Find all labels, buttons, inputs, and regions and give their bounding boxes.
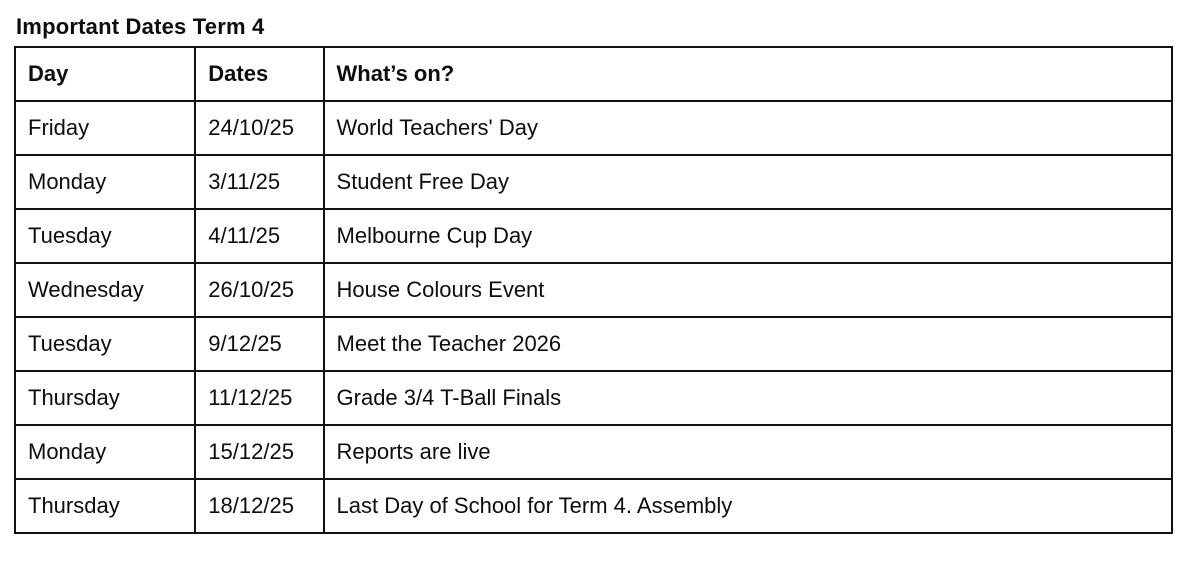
table-body: Friday 24/10/25 World Teachers' Day Monday 3… [13, 100, 1174, 534]
table-row: Thursday 18/12/25 Last Day of School for T… [13, 478, 1174, 534]
whats-on-cell: House Colours Event [322, 262, 1174, 318]
table-row: Tuesday 4/11/25 Melbourne Cup Day [13, 208, 1174, 264]
table-row: Monday 3/11/25 Student Free Day [13, 154, 1174, 210]
day-cell: Friday [13, 100, 197, 156]
table-row: Wednesday 26/10/25 House Colours Event [13, 262, 1174, 318]
whats-on-cell: Last Day of School for Term 4. Assembly [322, 478, 1174, 534]
dates-cell: 9/12/25 [194, 316, 325, 372]
page-title: Important Dates Term 4 [16, 14, 265, 39]
table-row: Tuesday 9/12/25 Meet the Teacher 2026 [13, 316, 1174, 372]
header-dates: Dates [194, 46, 325, 102]
day-cell: Tuesday [13, 208, 197, 264]
day-cell: Thursday [13, 478, 197, 534]
important-dates-table: Day Dates What’s on? Friday 24/10/25 World… [13, 46, 1174, 534]
dates-cell: 3/11/25 [194, 154, 325, 210]
table-row: Thursday 11/12/25 Grade 3/4 T-Ball Finals [13, 370, 1174, 426]
day-cell: Monday [13, 424, 197, 480]
day-cell: Thursday [13, 370, 197, 426]
header-whats-on: What’s on? [322, 46, 1174, 102]
table-header-row: Day Dates What’s on? [13, 46, 1174, 102]
whats-on-cell: Reports are live [322, 424, 1174, 480]
table-row: Monday 15/12/25 Reports are live [13, 424, 1174, 480]
table-row: Friday 24/10/25 World Teachers' Day [13, 100, 1174, 156]
day-cell: Wednesday [13, 262, 197, 318]
day-cell: Monday [13, 154, 197, 210]
dates-cell: 15/12/25 [194, 424, 325, 480]
dates-cell: 4/11/25 [194, 208, 325, 264]
dates-cell: 18/12/25 [194, 478, 325, 534]
day-cell: Tuesday [13, 316, 197, 372]
whats-on-cell: Grade 3/4 T-Ball Finals [322, 370, 1174, 426]
whats-on-cell: Student Free Day [322, 154, 1174, 210]
whats-on-cell: Meet the Teacher 2026 [322, 316, 1174, 372]
header-day: Day [13, 46, 197, 102]
whats-on-cell: World Teachers' Day [322, 100, 1174, 156]
dates-cell: 24/10/25 [194, 100, 325, 156]
whats-on-cell: Melbourne Cup Day [322, 208, 1174, 264]
dates-cell: 26/10/25 [194, 262, 325, 318]
dates-cell: 11/12/25 [194, 370, 325, 426]
